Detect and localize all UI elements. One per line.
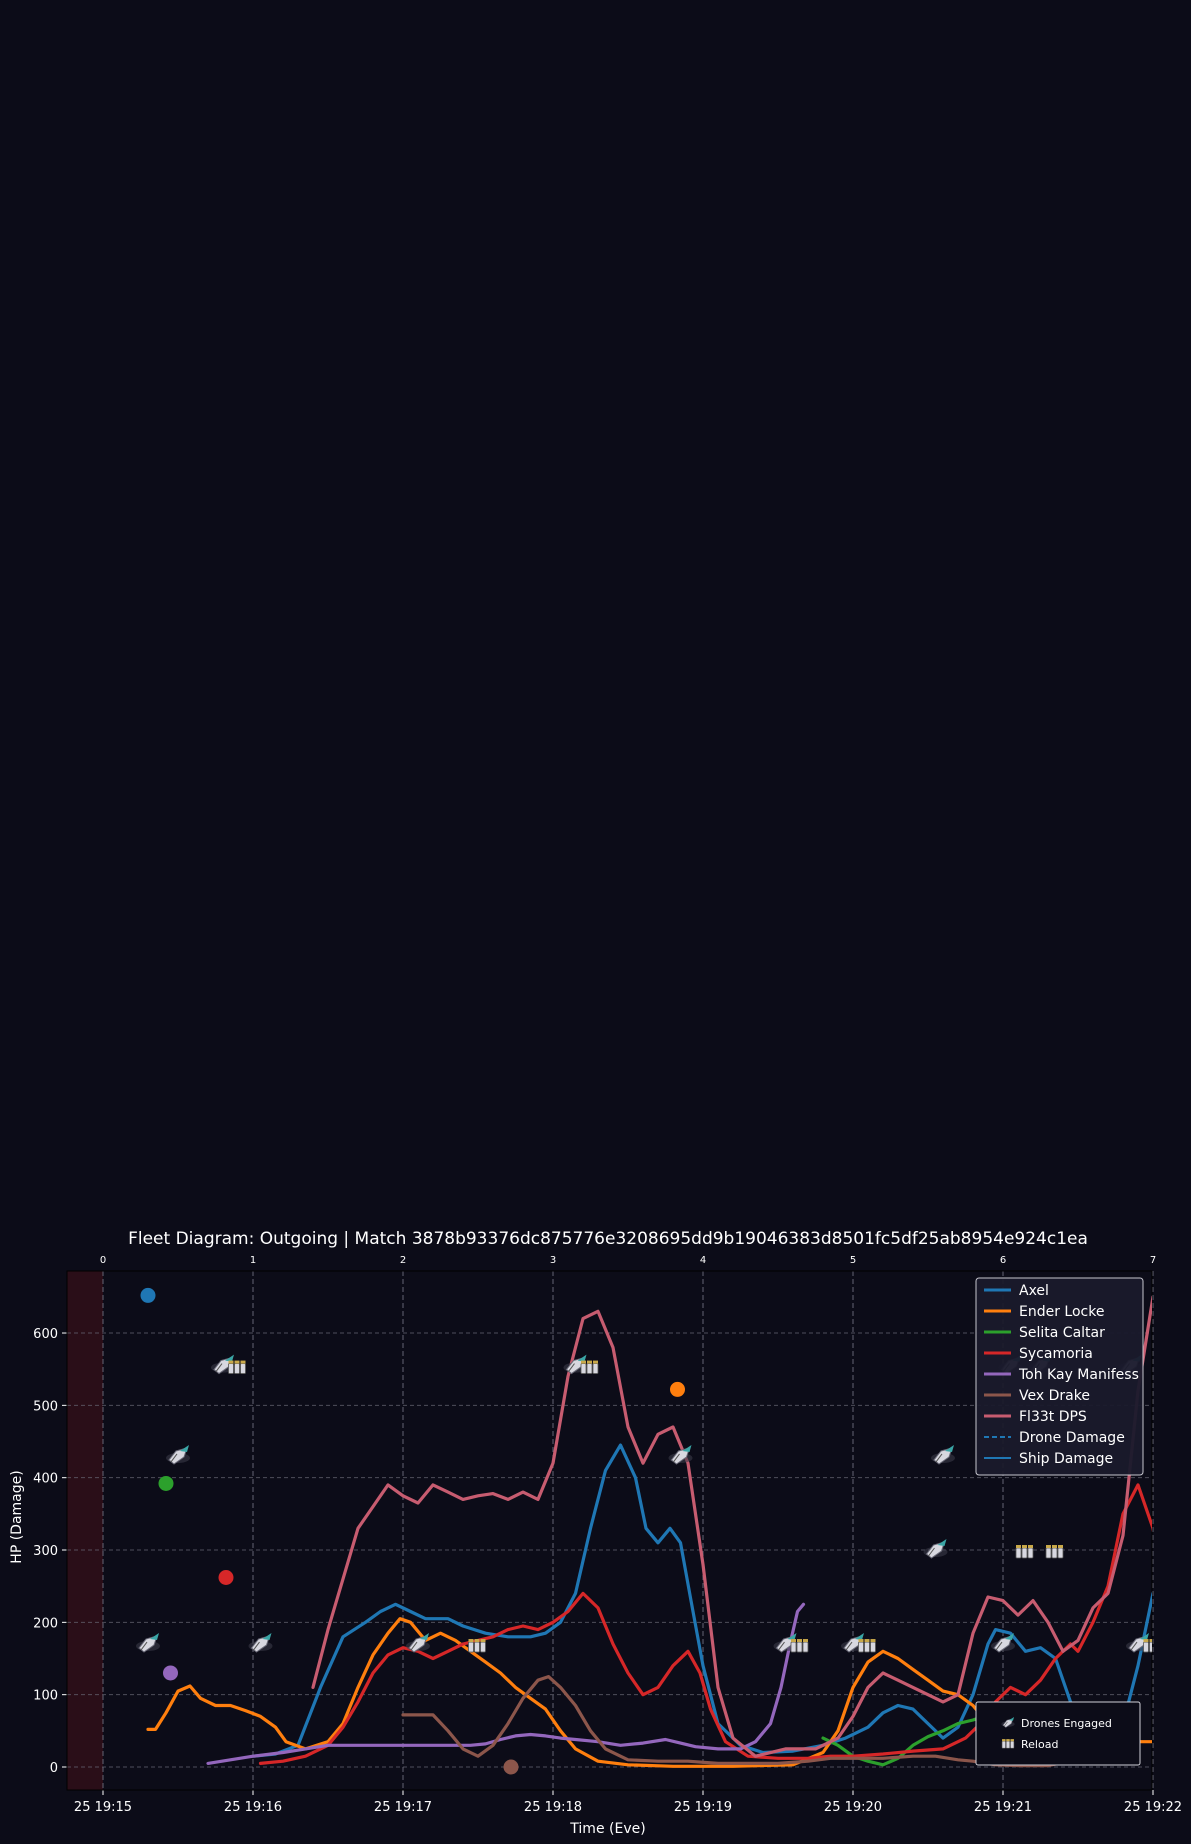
x-top-tick-label: 5 — [850, 1255, 856, 1266]
x-axis-label: Time (Eve) — [569, 1821, 645, 1837]
drone-icon — [136, 1633, 160, 1653]
drone-icon — [406, 1633, 430, 1653]
x-top-tick-label: 7 — [1150, 1255, 1156, 1266]
reload-icon — [858, 1639, 876, 1653]
legend-label: Vex Drake — [1019, 1388, 1090, 1404]
x-top-tick-label: 0 — [100, 1255, 106, 1266]
pre-match-region — [67, 1271, 103, 1790]
reload-icon — [1045, 1545, 1064, 1559]
drone-icon — [991, 1633, 1015, 1653]
x-top-tick-label: 2 — [400, 1255, 406, 1266]
y-tick-label: 0 — [50, 1761, 58, 1776]
player-marker — [503, 1759, 519, 1775]
legend-label: Sycamoria — [1019, 1346, 1093, 1362]
x-tick-label: 25 19:20 — [824, 1800, 882, 1815]
series-line-toh-kay-manifess — [206, 1602, 806, 1765]
x-top-tick-label: 4 — [700, 1255, 706, 1266]
drone-icon — [923, 1539, 948, 1559]
y-tick-label: 400 — [33, 1472, 58, 1487]
y-tick-label: 100 — [33, 1689, 58, 1704]
y-tick-label: 300 — [33, 1544, 58, 1559]
x-tick-label: 25 19:15 — [74, 1800, 132, 1815]
series-line-axel — [251, 1443, 1152, 1758]
legend-label: Drone Damage — [1019, 1430, 1125, 1446]
drone-icon — [1001, 1716, 1015, 1728]
x-tick-label: 25 19:17 — [374, 1800, 432, 1815]
reload-icon — [228, 1360, 246, 1374]
x-tick-label: 25 19:21 — [974, 1800, 1032, 1815]
y-axis-label: HP (Damage) — [9, 1470, 25, 1563]
legend-label: Fl33t DPS — [1019, 1409, 1087, 1425]
series-line-sycamoria — [258, 1483, 1152, 1765]
reload-icon — [1001, 1739, 1015, 1749]
drone-icon — [668, 1444, 693, 1465]
player-marker — [670, 1381, 685, 1397]
x-top-tick-label: 1 — [250, 1255, 256, 1266]
y-tick-label: 600 — [33, 1327, 58, 1342]
events-legend-box — [975, 1701, 1141, 1766]
events-legend-label: Drones Engaged — [1021, 1717, 1112, 1730]
drone-icon — [166, 1444, 190, 1465]
reload-icon — [1015, 1545, 1034, 1559]
player-marker — [140, 1287, 156, 1303]
x-tick-label: 25 19:22 — [1124, 1800, 1182, 1815]
y-tick-label: 500 — [33, 1399, 58, 1414]
legend-label: Ship Damage — [1019, 1451, 1113, 1467]
reload-icon — [1143, 1639, 1152, 1653]
plot-area: 0 100 200 300 400 500 600 25 19:15 0 25 19:16 1 25 … — [33, 1255, 1182, 1815]
reload-icon — [580, 1360, 599, 1374]
legend-label: Axel — [1019, 1283, 1049, 1299]
x-tick-label: 25 19:19 — [674, 1800, 732, 1815]
series-line-fl33t-dps — [311, 1295, 1152, 1758]
drone-icon — [931, 1444, 955, 1465]
player-marker — [218, 1569, 234, 1585]
reload-icon — [790, 1639, 809, 1653]
x-tick-label: 25 19:18 — [524, 1800, 582, 1815]
legend-label: Ender Locke — [1019, 1304, 1104, 1320]
events-legend-label: Reload — [1021, 1738, 1058, 1751]
legend-label: Toh Kay Manifess — [1018, 1367, 1139, 1383]
legend-label: Selita Caltar — [1019, 1325, 1105, 1341]
x-top-tick-label: 3 — [550, 1255, 556, 1266]
legend-box — [975, 1277, 1144, 1476]
player-marker — [158, 1475, 174, 1491]
drone-icon — [248, 1633, 273, 1653]
reload-icon — [468, 1639, 486, 1653]
y-tick-label: 200 — [33, 1616, 58, 1631]
x-tick-label: 25 19:16 — [224, 1800, 282, 1815]
player-marker — [163, 1665, 178, 1681]
chart-title: Fleet Diagram: Outgoing | Match 3878b933… — [128, 1229, 1088, 1249]
x-top-tick-label: 6 — [1000, 1255, 1006, 1266]
